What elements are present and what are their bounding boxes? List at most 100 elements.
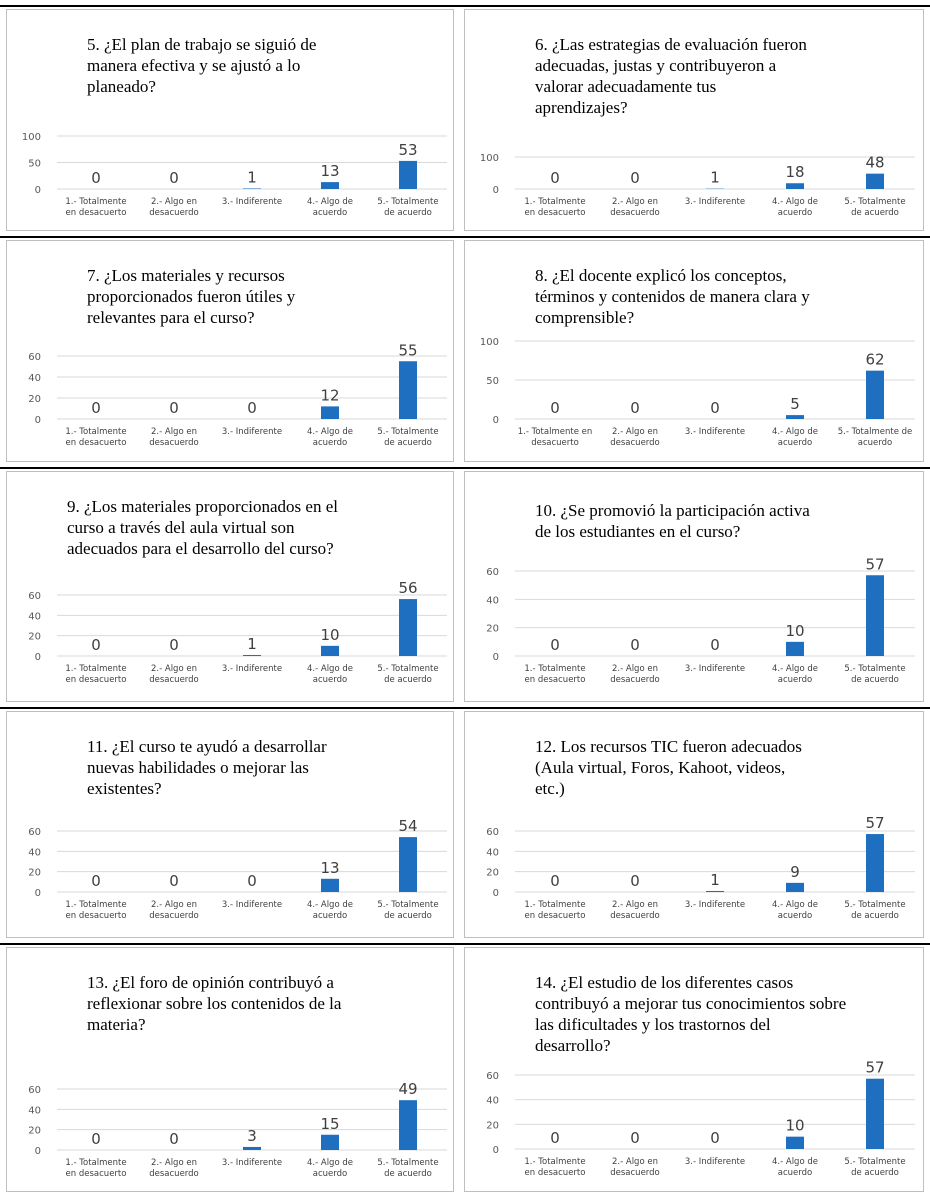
row-separator	[0, 707, 930, 709]
data-label: 5	[790, 395, 800, 413]
y-tick-label: 60	[28, 352, 41, 363]
data-label: 57	[865, 814, 884, 832]
bar	[866, 370, 884, 419]
y-tick-label: 100	[480, 153, 499, 164]
bar-chart: 0 20 40 60 0 1.- Totalmente en desacuerto 0 2.- …	[28, 341, 447, 448]
chart-title: 11. ¿El curso te ayudó a desarrollar nue…	[87, 737, 327, 798]
category-label: 2.- Algo en desacuerdo	[149, 197, 199, 218]
category-label: 1.- Totalmente en desacuerto	[65, 427, 126, 448]
y-tick-label: 20	[486, 1120, 499, 1131]
category-label: 2.- Algo en desacuerdo	[610, 664, 660, 685]
data-label: 0	[710, 399, 720, 417]
category-label: 1.- Totalmente en desacuerto	[65, 900, 126, 921]
data-label: 0	[91, 636, 101, 654]
data-label: 0	[630, 399, 640, 417]
data-label: 1	[247, 635, 257, 653]
category-label: 5.- Totalmente de acuerdo	[377, 900, 438, 921]
bar-chart: 0 50 100 0 1.- Totalmente en desacuerto 0 2.- A…	[22, 132, 447, 218]
data-label: 0	[630, 872, 640, 890]
category-label: 3.- Indiferente	[222, 900, 282, 910]
data-label: 0	[247, 872, 257, 890]
chart-panel: 14. ¿El estudio de los diferentes casos …	[464, 947, 924, 1192]
y-tick-label: 0	[493, 415, 499, 426]
bar	[399, 599, 417, 656]
bar-chart: 0 20 40 60 0 1.- Totalmente en desacuerto 0 2.- …	[486, 814, 915, 921]
category-label: 2.- Algo en desacuerdo	[610, 427, 660, 448]
y-tick-label: 100	[480, 337, 499, 348]
category-label: 5.- Totalmente de acuerdo	[844, 900, 905, 921]
data-label: 0	[169, 636, 179, 654]
data-label: 10	[785, 1117, 804, 1135]
category-label: 1.- Totalmente en desacuerto	[524, 664, 585, 685]
row-separator	[0, 236, 930, 238]
y-tick-label: 0	[35, 185, 41, 196]
bar	[321, 645, 339, 656]
y-tick-label: 0	[35, 888, 41, 899]
category-label: 3.- Indiferente	[222, 1158, 282, 1168]
y-tick-label: 60	[486, 1071, 499, 1082]
bar	[399, 361, 417, 419]
data-label: 3	[247, 1127, 257, 1145]
data-label: 0	[169, 169, 179, 187]
bar-chart: 0 20 40 60 0 1.- Totalmente en desacuerto 0 2.- …	[486, 555, 915, 685]
data-label: 0	[710, 636, 720, 654]
category-label: 4.- Algo de acuerdo	[772, 664, 818, 685]
category-label: 2.- Algo en desacuerdo	[610, 197, 660, 218]
bar	[866, 834, 884, 892]
category-label: 1.- Totalmente en desacuerto	[65, 664, 126, 685]
chart-title: 12. Los recursos TIC fueron adecuados (A…	[535, 737, 802, 798]
chart-panel: 7. ¿Los materiales y recursos proporcion…	[6, 240, 454, 462]
data-label: 57	[865, 1059, 884, 1077]
category-label: 3.- Indiferente	[222, 427, 282, 437]
category-label: 1.- Totalmente en desacuerto	[524, 1157, 585, 1178]
category-label: 2.- Algo en desacuerdo	[149, 900, 199, 921]
bar	[243, 654, 261, 656]
data-label: 0	[630, 636, 640, 654]
data-label: 0	[91, 399, 101, 417]
y-tick-label: 0	[493, 888, 499, 899]
y-tick-label: 20	[486, 868, 499, 879]
category-label: 4.- Algo de acuerdo	[772, 1157, 818, 1178]
bar-chart: 0 20 40 60 0 1.- Totalmente en desacuerto 0 2.- …	[28, 817, 447, 921]
chart-panel: 11. ¿El curso te ayudó a desarrollar nue…	[6, 711, 454, 938]
category-label: 4.- Algo de acuerdo	[307, 427, 353, 448]
y-tick-label: 0	[35, 1146, 41, 1157]
data-label: 0	[550, 872, 560, 890]
y-tick-label: 40	[486, 1096, 499, 1107]
category-label: 4.- Algo de acuerdo	[307, 900, 353, 921]
bar	[321, 182, 339, 189]
y-tick-label: 40	[28, 1105, 41, 1116]
y-tick-label: 0	[493, 185, 499, 196]
bar	[243, 188, 261, 189]
chart-panel: 10. ¿Se promovió la participación activa…	[464, 471, 924, 702]
bar	[321, 406, 339, 419]
y-tick-label: 20	[486, 624, 499, 635]
category-label: 3.- Indiferente	[685, 1157, 745, 1167]
bar	[866, 575, 884, 656]
chart-title: 6. ¿Las estrategias de evaluación fueron…	[535, 35, 807, 117]
y-tick-label: 20	[28, 868, 41, 879]
y-tick-label: 20	[28, 394, 41, 405]
bar	[786, 882, 804, 892]
category-label: 5.- Totalmente de acuerdo	[844, 197, 905, 218]
category-label: 1.- Totalmente en desacuerto	[65, 197, 126, 218]
chart-title: 10. ¿Se promovió la participación activa…	[535, 501, 810, 541]
data-label: 54	[398, 817, 417, 835]
y-tick-label: 0	[35, 415, 41, 426]
category-label: 5.- Totalmente de acuerdo	[377, 664, 438, 685]
category-label: 2.- Algo en desacuerdo	[610, 1157, 660, 1178]
data-label: 0	[169, 399, 179, 417]
bar	[706, 890, 724, 892]
category-label: 2.- Algo en desacuerdo	[149, 664, 199, 685]
bar	[786, 1136, 804, 1149]
category-label: 4.- Algo de acuerdo	[307, 664, 353, 685]
data-label: 56	[398, 579, 417, 597]
y-tick-label: 40	[486, 595, 499, 606]
row-separator	[0, 467, 930, 469]
category-label: 4.- Algo de acuerdo	[772, 427, 818, 448]
y-tick-label: 40	[28, 847, 41, 858]
category-label: 2.- Algo en desacuerdo	[610, 900, 660, 921]
y-tick-label: 0	[493, 1145, 499, 1156]
data-label: 0	[169, 1130, 179, 1148]
